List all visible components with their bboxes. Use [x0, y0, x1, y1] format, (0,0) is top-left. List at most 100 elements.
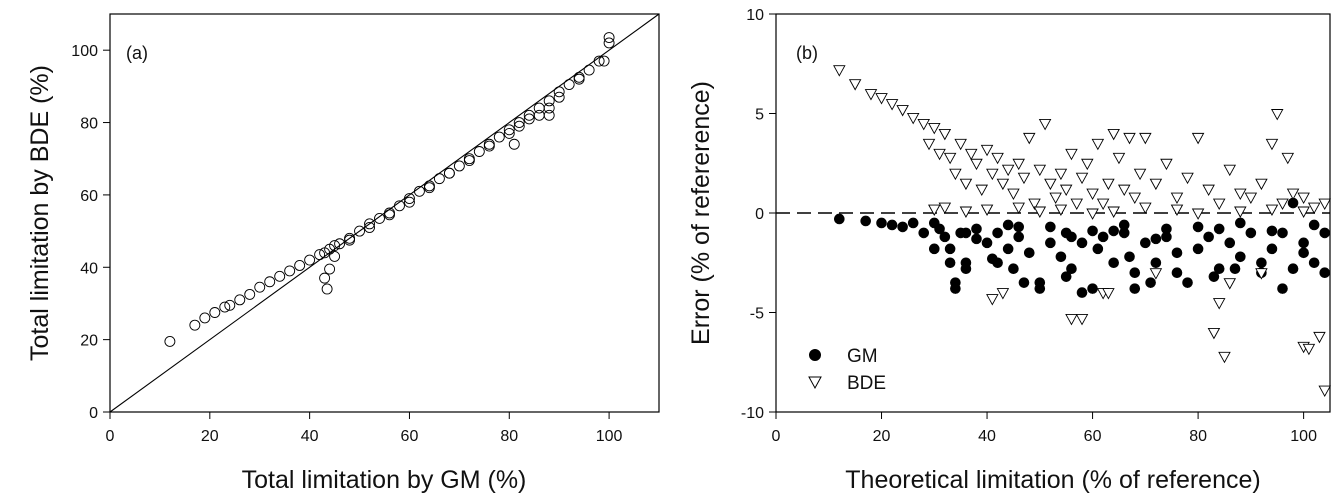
data-point-bde: [1033, 206, 1047, 218]
data-point-bde: [1302, 343, 1316, 356]
data-point-bde-vs-gm: [563, 79, 575, 91]
data-point-bde: [1117, 184, 1131, 197]
data-point-bde-vs-gm: [404, 196, 415, 208]
data-point-bde: [928, 204, 941, 216]
panel-b-x-tick-label: 40: [978, 428, 996, 445]
data-point-bde-vs-gm: [274, 270, 286, 282]
panel-b-x-tick-label: 100: [1290, 428, 1317, 445]
panel-a-x-axis-title: Total limitation by GM (%): [242, 466, 527, 494]
data-point-gm: [1203, 231, 1214, 243]
data-point-gm: [960, 263, 972, 275]
data-point-gm: [1008, 263, 1019, 275]
data-point-bde-vs-gm: [321, 283, 333, 295]
data-point-bde: [1265, 204, 1279, 216]
data-point-bde: [1086, 188, 1099, 201]
data-point-gm: [1171, 247, 1183, 259]
data-point-bde-vs-gm: [329, 240, 341, 252]
data-point-gm: [1192, 221, 1204, 233]
data-point-bde: [1096, 198, 1110, 210]
data-point-bde: [1255, 268, 1268, 280]
data-point-bde-vs-gm: [224, 299, 236, 311]
data-point-gm: [1140, 237, 1151, 249]
data-point-gm: [1277, 227, 1288, 239]
data-point-bde: [1170, 204, 1184, 216]
data-point-gm: [1192, 243, 1204, 255]
panel-b: 0 20 40 60 80 100 -10 -5 0 5 10 (b) Theoretical li…: [687, 7, 1331, 494]
panel-a-y-tick-label: 40: [80, 260, 98, 277]
data-point-bde: [1044, 178, 1057, 191]
data-point-bde: [959, 206, 973, 218]
data-point-bde: [1107, 128, 1120, 141]
data-point-gm: [1013, 231, 1025, 243]
data-point-gm: [1076, 287, 1088, 298]
data-point-gm: [1034, 283, 1046, 294]
data-point-bde-vs-gm: [553, 91, 565, 103]
data-point-gm: [1045, 221, 1056, 233]
data-point-bde: [959, 178, 973, 191]
data-point-bde-vs-gm: [603, 37, 615, 49]
data-point-bde-vs-gm: [304, 254, 316, 266]
data-point-bde: [1123, 132, 1136, 145]
data-point-bde: [1065, 314, 1078, 326]
data-point-bde: [1054, 204, 1068, 216]
data-point-bde: [1133, 168, 1147, 181]
data-point-gm: [1002, 243, 1014, 255]
data-point-bde-vs-gm: [423, 182, 435, 194]
data-point-bde: [1028, 198, 1041, 210]
panel-b-y-tick-label: 10: [746, 7, 764, 24]
data-point-bde: [1059, 184, 1073, 197]
data-point-bde: [1007, 188, 1020, 201]
panel-b-y-tick-label: 0: [755, 206, 764, 223]
data-point-bde: [875, 93, 888, 105]
data-point-gm: [1124, 251, 1135, 263]
data-point-bde: [970, 158, 983, 171]
data-point-bde-vs-gm: [553, 86, 565, 98]
data-point-bde-vs-gm: [523, 113, 535, 125]
data-point-bde: [1107, 206, 1120, 218]
panel-a-marks: [109, 13, 660, 413]
data-point-gm: [1087, 283, 1098, 294]
data-point-bde: [1112, 152, 1126, 165]
data-point-bde: [1033, 164, 1047, 177]
data-point-gm: [1108, 257, 1119, 269]
data-point-gm: [1208, 271, 1220, 282]
data-point-gm: [876, 217, 887, 229]
data-point-gm: [886, 219, 898, 231]
data-point-gm: [860, 215, 871, 227]
data-point-bde: [1091, 138, 1105, 151]
data-point-bde: [1012, 202, 1025, 214]
data-point-bde: [1234, 188, 1247, 201]
data-point-gm: [1129, 267, 1141, 279]
data-point-bde: [1318, 385, 1331, 398]
legend-gm-marker: [809, 349, 821, 361]
data-point-bde-vs-gm: [543, 102, 555, 114]
data-point-bde: [980, 144, 994, 157]
data-point-bde-vs-gm: [344, 234, 356, 246]
data-point-bde: [1223, 164, 1237, 177]
data-point-bde: [1270, 109, 1284, 121]
data-point-gm: [1287, 263, 1299, 275]
data-point-gm: [897, 221, 908, 233]
data-point-gm: [1256, 257, 1267, 269]
data-point-bde: [1297, 192, 1310, 205]
panel-a-y-tick-label: 20: [80, 333, 98, 350]
data-point-gm: [1013, 221, 1025, 233]
data-point-gm: [939, 231, 951, 243]
data-point-bde: [1054, 168, 1068, 181]
panel-a: 0 20 40 60 80 100 0 20 40 60 80 100 (a) Total limit…: [26, 13, 660, 494]
data-point-bde-vs-gm: [354, 225, 365, 237]
data-point-gm: [918, 227, 930, 239]
panel-b-x-tick-label: 80: [1189, 428, 1207, 445]
data-point-gm: [928, 243, 940, 255]
data-point-bde: [1307, 202, 1321, 214]
data-point-bde-vs-gm: [234, 294, 246, 306]
data-point-bde: [1086, 208, 1099, 220]
data-point-bde: [1234, 206, 1247, 218]
data-point-bde: [833, 65, 846, 77]
data-point-bde: [1075, 314, 1089, 326]
data-point-bde-vs-gm: [503, 124, 515, 136]
data-point-bde: [1070, 198, 1084, 210]
panel-a-x-tick-label: 40: [301, 428, 319, 445]
data-point-bde-vs-gm: [483, 140, 495, 152]
data-point-gm: [1076, 237, 1088, 249]
